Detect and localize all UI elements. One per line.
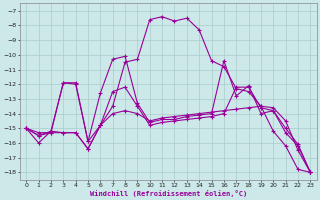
X-axis label: Windchill (Refroidissement éolien,°C): Windchill (Refroidissement éolien,°C) bbox=[90, 190, 247, 197]
